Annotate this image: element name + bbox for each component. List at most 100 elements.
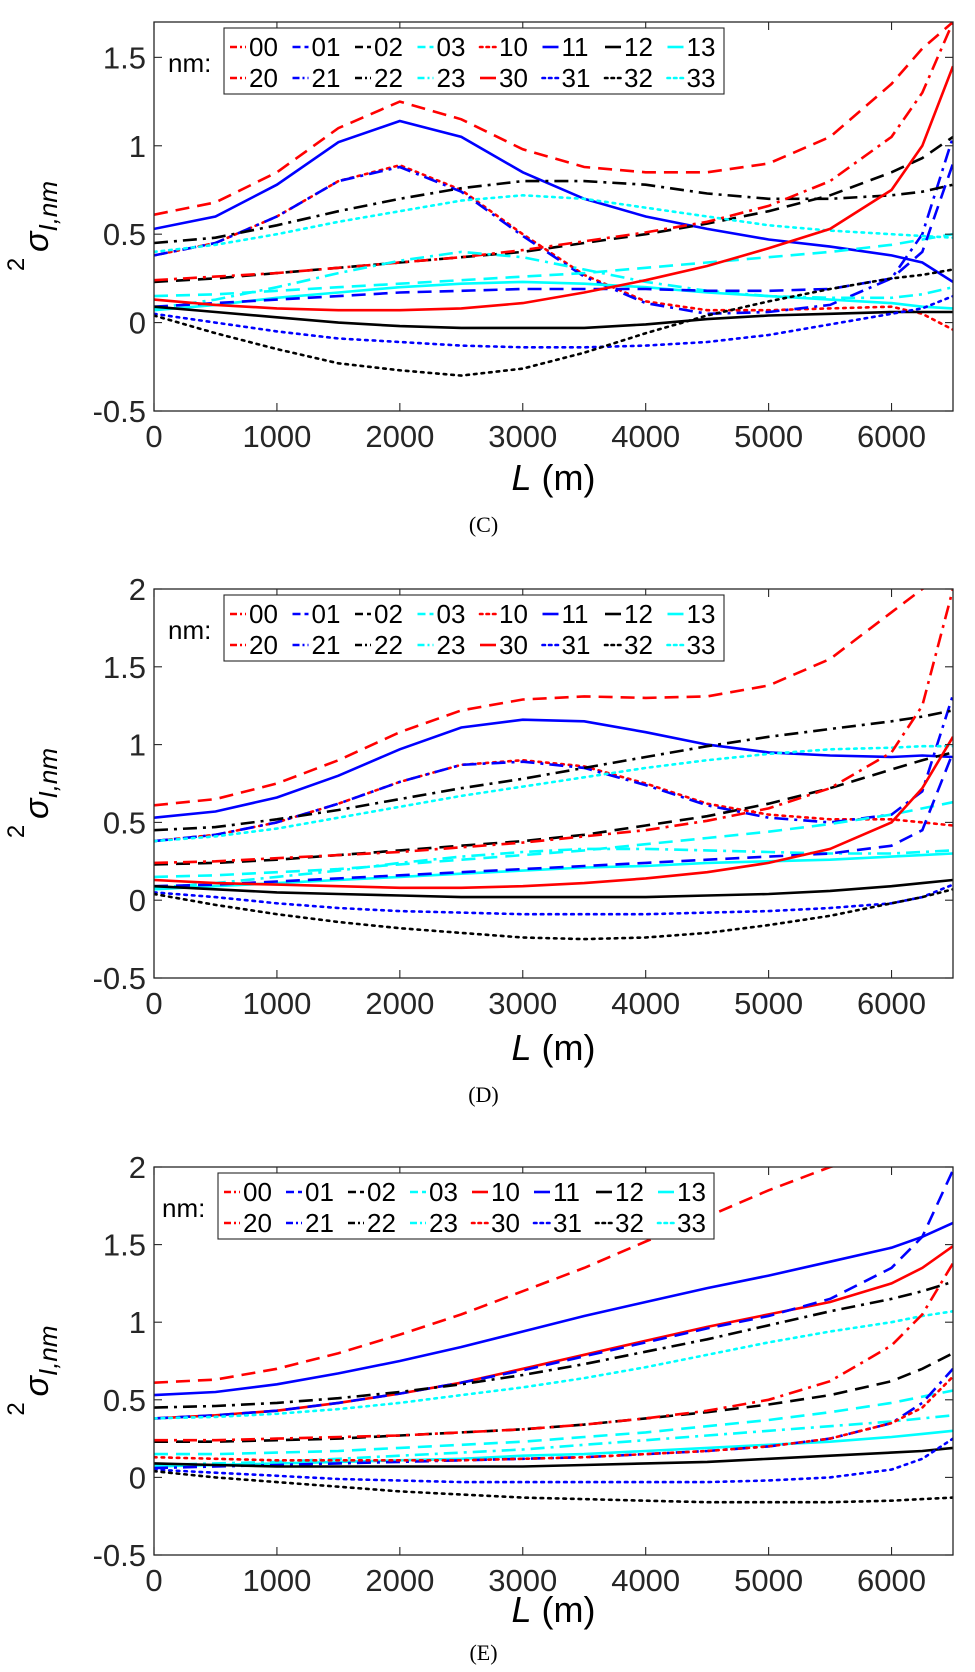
series-line-32 [154, 268, 953, 377]
y-tick-label: 1 [129, 1305, 146, 1340]
series-line-32 [154, 888, 953, 941]
y-tick-label: 1.5 [103, 1228, 146, 1263]
legend-label-31: 31 [562, 630, 591, 660]
x-tick-label: 3000 [488, 986, 557, 1021]
legend-label-31: 31 [562, 63, 591, 93]
series-line-13 [154, 280, 953, 312]
series-line-23 [154, 1414, 953, 1467]
panel-caption: (E) [469, 1640, 497, 1665]
legend-label-10: 10 [499, 599, 528, 629]
y-axis-label: σI,nm [18, 1325, 63, 1396]
legend: nm: 00 01 02 03 10 11 12 13 20 21 22 23 30 31 32 33 [162, 1172, 715, 1240]
series-line-33 [154, 193, 953, 254]
legend-label-20: 20 [243, 1208, 272, 1238]
legend-label-02: 02 [374, 599, 403, 629]
y-axis-label-sup: 2 [3, 825, 30, 838]
y-axis-label-sup: 2 [3, 1402, 30, 1415]
series-line-01 [154, 1169, 953, 1420]
legend-label-23: 23 [437, 630, 466, 660]
legend-label-13: 13 [677, 1177, 706, 1207]
legend-label-30: 30 [499, 63, 528, 93]
y-axis-label: σI,nm [18, 181, 63, 252]
x-tick-label: 1000 [242, 1563, 311, 1598]
panel-caption: (D) [468, 1082, 499, 1107]
series-line-03 [154, 232, 953, 298]
y-axis-label-sup: 2 [3, 258, 30, 271]
legend-box [223, 594, 725, 662]
series-line-03 [154, 800, 953, 879]
series-line-31 [154, 1437, 953, 1484]
legend-label-00: 00 [249, 599, 278, 629]
y-axis-label-symbol: σ [18, 1375, 56, 1397]
series-group [154, 22, 953, 377]
legend-label-22: 22 [374, 630, 403, 660]
legend-label-13: 13 [687, 599, 716, 629]
legend-title: nm: [162, 1193, 205, 1223]
chart-panel-c: 0 1000 2000 3000 4000 5000 6000-0.500.511.5L (… [3, 21, 954, 537]
x-axis-label: L (m) [512, 1589, 596, 1630]
series-line-31 [154, 294, 953, 349]
y-axis-label-symbol: σ [18, 797, 56, 819]
x-tick-label: 4000 [611, 419, 680, 454]
legend-box [223, 27, 725, 95]
legend-label-21: 21 [312, 63, 341, 93]
legend-label-33: 33 [687, 63, 716, 93]
series-line-32 [154, 1469, 953, 1504]
legend-label-00: 00 [243, 1177, 272, 1207]
legend-label-11: 11 [562, 599, 589, 629]
legend-label-21: 21 [312, 630, 341, 660]
y-axis-label: σI,nm [18, 748, 63, 819]
legend-label-32: 32 [624, 63, 653, 93]
y-tick-label: 1 [129, 728, 146, 763]
series-line-03 [154, 1389, 953, 1456]
series-line-11 [154, 718, 953, 819]
legend-label-03: 03 [429, 1177, 458, 1207]
x-tick-label: 6000 [857, 419, 926, 454]
y-tick-label: -0.5 [93, 961, 146, 996]
series-line-30 [154, 1375, 953, 1462]
legend-label-32: 32 [615, 1208, 644, 1238]
series-line-02 [154, 1352, 953, 1443]
x-tick-label: 2000 [365, 419, 434, 454]
legend-label-01: 01 [305, 1177, 334, 1207]
x-tick-label: 1000 [242, 986, 311, 1021]
legend-label-31: 31 [553, 1208, 582, 1238]
series-line-33 [154, 744, 953, 843]
series-group [154, 589, 953, 941]
y-tick-label: 0.5 [103, 805, 146, 840]
legend-label-03: 03 [437, 599, 466, 629]
legend-label-02: 02 [367, 1177, 396, 1207]
series-line-00 [154, 589, 926, 807]
y-tick-label: 2 [129, 572, 146, 607]
x-tick-label: 1000 [242, 419, 311, 454]
x-tick-label: 5000 [734, 1563, 803, 1598]
x-tick-label: 0 [145, 419, 162, 454]
series-line-00 [154, 1167, 836, 1384]
y-tick-label: 0 [129, 1460, 146, 1495]
x-axis-label: L (m) [512, 1027, 596, 1068]
legend-label-12: 12 [615, 1177, 644, 1207]
legend-label-20: 20 [249, 630, 278, 660]
legend-label-33: 33 [677, 1208, 706, 1238]
series-line-21 [154, 136, 953, 316]
y-tick-label: 1 [129, 129, 146, 164]
series-line-12 [154, 1446, 953, 1468]
y-axis-label-symbol: σ [18, 230, 56, 252]
legend-label-12: 12 [624, 599, 653, 629]
legend-label-11: 11 [553, 1177, 580, 1207]
legend-label-02: 02 [374, 32, 403, 62]
series-line-22 [154, 1280, 953, 1409]
series-line-20 [154, 22, 953, 282]
legend-label-01: 01 [312, 599, 341, 629]
series-line-23 [154, 847, 953, 890]
series-line-30 [154, 736, 953, 890]
series-line-01 [154, 163, 953, 308]
legend-label-22: 22 [374, 63, 403, 93]
series-line-33 [154, 1310, 953, 1420]
y-tick-label: -0.5 [93, 394, 146, 429]
legend-label-13: 13 [687, 32, 716, 62]
legend-label-01: 01 [312, 32, 341, 62]
series-line-13 [154, 1429, 953, 1468]
legend-label-21: 21 [305, 1208, 334, 1238]
